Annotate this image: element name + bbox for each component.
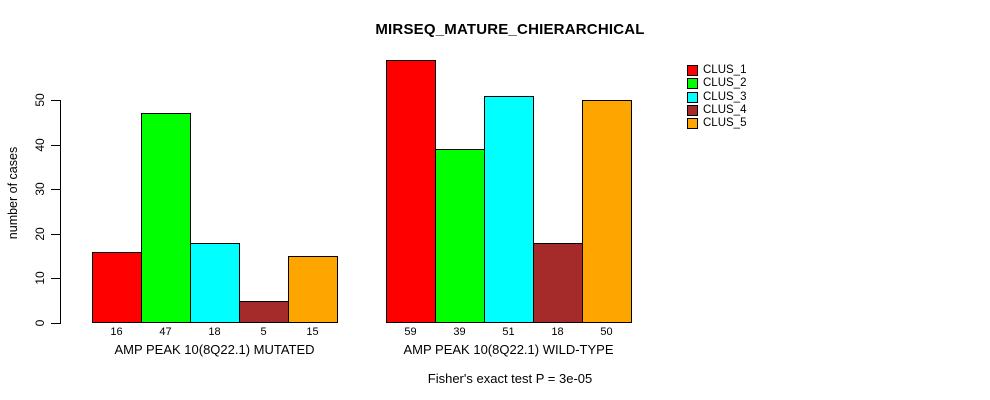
y-axis-line [60,100,61,324]
bar-value-label: 5 [260,326,267,338]
legend-swatch-icon [687,105,698,116]
legend-label: CLUS_2 [703,77,747,89]
y-tick-mark [51,278,60,279]
y-tick-mark [51,234,60,235]
caption-fisher-test: Fisher's exact test P = 3e-05 [427,371,593,386]
y-tick-mark [51,145,60,146]
y-tick-mark [51,100,60,101]
group-label: AMP PEAK 10(8Q22.1) MUTATED [114,342,315,357]
y-tick-mark [51,189,60,190]
legend-swatch-icon [687,78,698,89]
legend-swatch-icon [687,118,698,129]
bar-clus_3 [484,96,534,323]
group-label: AMP PEAK 10(8Q22.1) WILD-TYPE [403,342,614,357]
bar-value-label: 59 [404,326,417,338]
chart-title: MIRSEQ_MATURE_CHIERARCHICAL [375,21,645,38]
legend-label: CLUS_1 [703,64,747,76]
legend-swatch-icon [687,92,698,103]
y-tick-label: 30 [33,182,47,196]
bar-clus_1 [386,60,436,323]
bar-clus_5 [288,256,338,323]
bar-clus_2 [141,113,191,323]
legend-label: CLUS_5 [703,117,747,129]
bar-clus_4 [533,243,583,323]
legend-label: CLUS_3 [703,91,747,103]
bar-clus_4 [239,301,289,323]
y-tick-label: 40 [33,138,47,152]
bar-clus_3 [190,243,240,323]
y-tick-label: 0 [33,319,47,327]
bar-value-label: 16 [110,326,123,338]
bar-value-label: 47 [159,326,172,338]
legend-swatch-icon [687,65,698,76]
y-tick-label: 20 [33,227,47,241]
y-tick-label: 50 [33,93,47,107]
y-tick-mark [51,323,60,324]
legend-label: CLUS_4 [703,104,747,116]
y-tick-label: 10 [33,271,47,285]
bar-clus_2 [435,149,485,323]
bar-value-label: 51 [502,326,515,338]
bar-value-label: 18 [208,326,221,338]
bar-value-label: 39 [453,326,466,338]
bar-value-label: 15 [306,326,319,338]
y-axis-label: number of cases [6,146,20,240]
bar-value-label: 18 [551,326,564,338]
bar-value-label: 50 [600,326,613,338]
bar-clus_5 [582,100,632,323]
bar-clus_1 [92,252,142,323]
